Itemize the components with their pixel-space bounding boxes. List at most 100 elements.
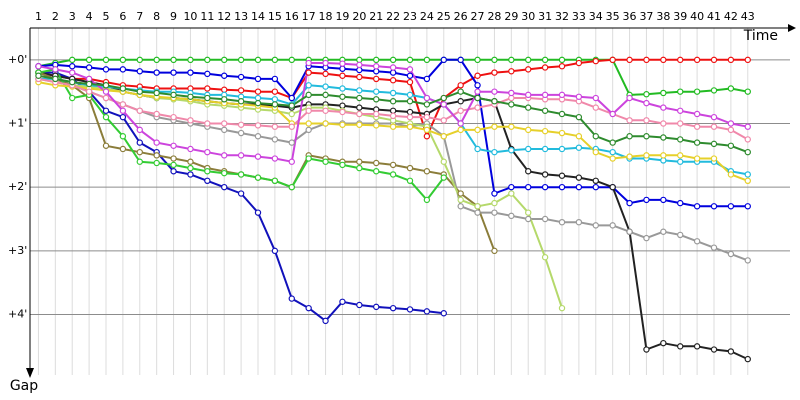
data-point [237,56,245,64]
data-point [677,158,684,165]
plot-area [35,56,751,363]
data-point [136,148,143,156]
data-point [406,98,414,105]
data-point [693,88,701,95]
x-tick-label: 43 [741,10,755,23]
data-point [356,301,363,309]
data-point [221,96,228,103]
x-tick-label: 36 [623,10,637,23]
data-point [288,56,295,64]
data-point [710,87,718,94]
data-point [660,196,667,204]
data-point [677,152,684,159]
data-point [457,203,464,210]
data-point [457,107,464,114]
data-point [660,89,667,97]
data-point [626,117,633,124]
data-point [237,190,245,197]
data-point [474,82,481,89]
data-point [525,145,532,153]
data-point [170,155,177,162]
data-point [339,298,346,305]
x-tick-label: 38 [656,10,670,23]
data-point [406,56,414,64]
data-point [389,56,397,64]
data-point [491,98,498,105]
data-point [626,199,633,207]
data-point [237,73,245,81]
data-point [271,123,279,130]
x-tick-label: 25 [437,10,451,23]
y-tick-label: +4' [8,308,27,321]
data-point [474,145,481,153]
data-point [389,171,397,178]
x-tick-label: 39 [673,10,687,23]
data-point [693,155,701,162]
data-point [136,56,143,64]
data-point [187,93,194,100]
x-tick-label: 14 [251,10,265,23]
data-point [558,91,566,99]
data-point [254,174,262,181]
data-point [389,107,397,114]
data-point [187,56,194,64]
data-point [508,123,515,130]
data-point [541,171,549,178]
data-point [643,234,650,242]
data-point [102,94,110,102]
x-tick-label: 12 [217,10,231,23]
data-point [727,85,735,92]
data-point [406,72,414,79]
data-point [491,199,498,207]
data-point [356,164,363,172]
x-tick-label: 22 [386,10,400,23]
data-point [406,164,414,172]
data-point [305,304,312,312]
x-tick-label: 23 [403,10,417,23]
data-point [525,168,532,175]
data-point [271,101,279,108]
data-point [406,78,414,86]
data-point [356,87,363,94]
data-point [339,85,346,92]
data-point [609,139,616,146]
data-point [271,155,279,162]
data-point [85,88,93,95]
data-point [373,110,380,118]
data-point [254,122,262,129]
y-axis-arrow [26,368,34,378]
x-tick-label: 1 [35,10,42,23]
x-tick-label: 6 [119,10,126,23]
data-point [440,133,447,140]
data-point [389,89,397,97]
data-point [508,89,515,97]
data-point [170,161,177,169]
data-point [187,117,194,124]
data-point [423,75,431,83]
data-point [643,196,650,204]
data-point [727,203,735,210]
x-tick-label: 26 [454,10,468,23]
data-point [491,209,498,216]
data-point [575,133,583,140]
data-point [558,110,566,118]
data-point [558,56,566,64]
data-point [305,59,312,67]
data-point [153,110,160,118]
data-point [660,104,667,111]
data-point [254,133,262,140]
data-point [558,63,566,70]
data-point [710,123,718,130]
x-tick-label: 21 [369,10,383,23]
data-point [288,183,295,191]
x-tick-label: 17 [302,10,316,23]
data-point [744,203,751,210]
data-point [541,64,549,71]
y-axis-label: Gap [10,378,38,394]
x-tick-label: 30 [521,10,535,23]
x-tick-label: 35 [606,10,620,23]
data-point [322,317,329,325]
data-point [626,228,633,235]
data-point [102,56,110,64]
data-point [457,56,464,64]
